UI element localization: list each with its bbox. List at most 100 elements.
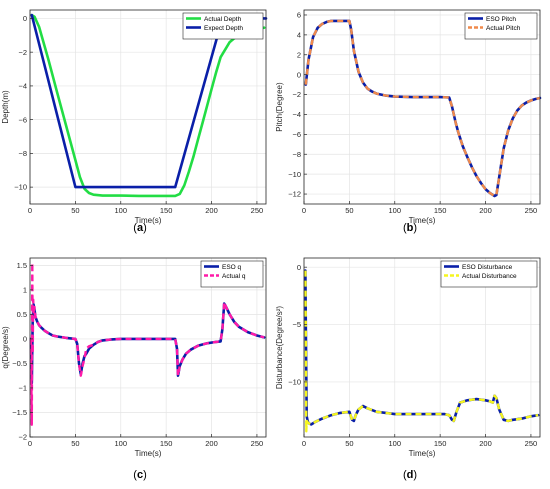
x-tick-label: 50	[71, 206, 79, 215]
y-tick-label: −8	[292, 150, 301, 159]
x-tick-label: 50	[71, 439, 79, 448]
y-tick-label: −1	[18, 384, 27, 393]
x-tick-label: 0	[28, 439, 32, 448]
y-tick-label: −10	[288, 170, 301, 179]
x-tick-label: 200	[479, 206, 492, 215]
chart-panel-3: 0 50 100 150 200 250 1.5 1 0.5 0 −0.5 −1 −1.5 −2 Time(…	[1, 257, 267, 481]
caption-letter: d	[407, 469, 414, 481]
legend: ESO Disturbance Actual Disturbance	[440, 260, 538, 288]
y-tick-label: 0.5	[17, 310, 27, 319]
legend-label: Expect Depth	[204, 25, 243, 32]
x-tick-label: 150	[434, 206, 447, 215]
x-tick-label: 200	[479, 439, 492, 448]
caption-paren-close: )	[413, 222, 417, 234]
chart-panel-2: 0 50 100 150 200 250 6 4 2 0 −2 −4 −6 −8 −10 −12 Time(s)…	[275, 9, 542, 234]
y-tick-label: −5	[292, 320, 301, 329]
caption-paren-open: (	[133, 469, 137, 481]
x-tick-label: 50	[345, 206, 353, 215]
panel-caption: (a)	[133, 222, 146, 234]
legend: ESO q Actual q	[200, 260, 264, 288]
y-tick-label: −6	[292, 130, 301, 139]
y-tick-label: −10	[288, 378, 301, 387]
y-tick-label: −12	[288, 190, 301, 199]
y-tick-label: 0	[23, 335, 27, 344]
x-tick-label: 100	[115, 439, 128, 448]
x-tick-label: 50	[345, 439, 353, 448]
x-tick-label: 0	[302, 439, 306, 448]
y-tick-label: 0	[23, 14, 27, 23]
panel-caption: (d)	[403, 469, 417, 481]
caption-paren-close: )	[413, 469, 417, 481]
x-tick-label: 100	[389, 439, 402, 448]
caption-paren-close: )	[143, 222, 147, 234]
y-tick-label: 0	[297, 70, 301, 79]
x-tick-label: 0	[28, 206, 32, 215]
y-tick-label: −2	[18, 48, 27, 57]
y-tick-label: −10	[14, 183, 27, 192]
y-tick-label: −2	[18, 433, 27, 442]
series-line-actual-q	[29, 261, 265, 426]
legend-label: Actual Depth	[204, 16, 242, 23]
legend-label: ESO q	[222, 264, 242, 271]
x-axis-label: Time(s)	[409, 216, 436, 225]
axes-frame	[303, 257, 541, 438]
y-tick-label: −6	[18, 115, 27, 124]
x-axis-label: Time(s)	[135, 449, 162, 458]
x-axis-label: Time(s)	[409, 449, 436, 458]
x-tick-label: 100	[115, 206, 128, 215]
x-tick-label: 150	[434, 439, 447, 448]
plot-area	[304, 258, 540, 437]
x-tick-label: 200	[205, 206, 218, 215]
y-tick-label: 1	[23, 285, 27, 294]
legend-label: Actual Disturbance	[462, 273, 517, 280]
y-tick-label: −4	[18, 82, 27, 91]
axes-frame	[303, 9, 541, 205]
y-tick-label: −1.5	[12, 408, 27, 417]
legend: ESO Pitch Actual Pitch	[464, 12, 538, 40]
y-tick-label: 6	[297, 11, 301, 20]
axes-frame	[29, 257, 267, 438]
plot-area	[30, 258, 266, 437]
legend-label: Actual Pitch	[486, 25, 521, 32]
x-tick-label: 150	[160, 206, 173, 215]
y-tick-label: −2	[292, 90, 301, 99]
caption-paren-close: )	[143, 469, 147, 481]
y-axis-label: q(Degree/s)	[1, 326, 10, 369]
caption-letter: b	[407, 222, 414, 234]
y-tick-label: −8	[18, 149, 27, 158]
x-tick-label: 200	[205, 439, 218, 448]
caption-letter: a	[137, 222, 144, 234]
legend-label: ESO Pitch	[486, 16, 516, 23]
x-tick-label: 250	[251, 439, 264, 448]
caption-letter: c	[137, 469, 143, 481]
plot-area	[30, 10, 266, 204]
y-axis-label: Disturbance(Degree/s²)	[275, 306, 284, 389]
y-tick-label: 2	[297, 50, 301, 59]
axes-frame	[29, 9, 267, 205]
y-axis-label: Depth(m)	[1, 90, 10, 124]
x-tick-label: 100	[389, 206, 402, 215]
panel-caption: (c)	[133, 469, 146, 481]
caption-paren-open: (	[133, 222, 137, 234]
x-tick-label: 0	[302, 206, 306, 215]
series-line-actual-disturbance	[304, 270, 539, 433]
y-tick-label: 0	[297, 263, 301, 272]
x-tick-label: 250	[525, 206, 538, 215]
caption-paren-open: (	[403, 469, 407, 481]
y-tick-label: −0.5	[12, 359, 27, 368]
series-line-actual-depth	[30, 13, 266, 198]
legend: Actual Depth Expect Depth	[182, 12, 264, 40]
series-line-actual-pitch	[304, 19, 541, 198]
legend-label: ESO Disturbance	[462, 264, 513, 271]
x-tick-label: 150	[160, 439, 173, 448]
y-tick-label: 4	[297, 30, 301, 39]
x-tick-label: 250	[525, 439, 538, 448]
y-tick-label: 1.5	[17, 261, 27, 270]
x-tick-label: 250	[251, 206, 264, 215]
panel-caption: (b)	[403, 222, 417, 234]
chart-panel-4: 0 50 100 150 200 250 0 −5 −10 Time(s) Disturbance(…	[275, 257, 541, 481]
legend-label: Actual q	[222, 273, 246, 280]
chart-panel-1: 0 50 100 150 200 250 0 −2 −4 −6 −8 −10 Time(s) Depth(…	[1, 9, 268, 234]
y-axis-label: Pitch(Degree)	[275, 82, 284, 132]
